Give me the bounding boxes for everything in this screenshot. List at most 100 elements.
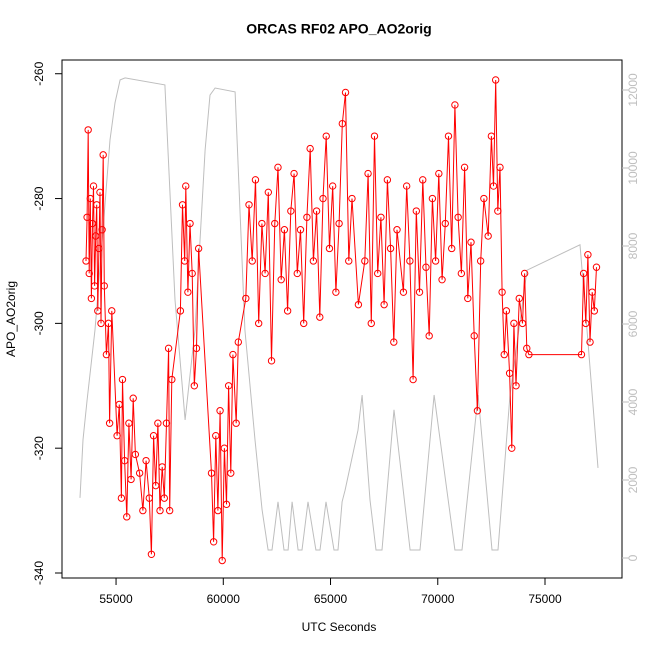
x-tick-label: 70000 [421,592,455,606]
data-point [312,207,321,215]
data-point [254,319,263,328]
x-axis-label: UTC Seconds [302,620,377,634]
data-point [406,257,414,265]
data-point [102,350,111,359]
data-point [85,269,93,278]
data-point [309,257,318,265]
data-point [277,275,285,284]
data-point [577,350,586,359]
data-point [512,382,520,390]
data-point [194,244,203,253]
data-point [494,207,502,215]
y-tick-label: -300 [32,311,46,335]
data-point [214,506,222,515]
data-point [435,169,443,178]
x-tick-label: 55000 [99,592,133,606]
data-point [97,319,105,328]
data-point [224,382,233,390]
y2-tick-label: 12000 [626,73,640,107]
data-point [131,450,140,459]
data-point [332,288,340,296]
data-point [582,319,590,328]
data-point [390,338,398,346]
y-tick-label: -280 [32,186,46,210]
data-point [127,475,135,484]
data-point [345,257,353,265]
data-point [96,188,104,197]
data-point [508,444,516,452]
data-point [104,319,113,328]
data-point [129,394,137,402]
data-point [296,226,305,234]
data-point [207,469,216,477]
data-point [464,294,472,303]
y2-tick-label: 4000 [626,388,640,415]
data-point [518,319,527,328]
data-point [87,294,96,303]
data-point [218,556,226,565]
data-point [98,226,106,234]
data-point [271,219,279,228]
data-point [212,432,220,440]
data-point [454,213,462,221]
data-point [84,126,92,134]
data-point [162,419,171,427]
data-point [402,182,411,190]
data-point [525,350,533,359]
data-point [182,182,190,190]
data-point [180,257,189,265]
data-point [515,294,523,303]
data-point [117,494,126,502]
data-point [120,456,129,465]
data-point [164,344,173,353]
data-point [341,88,350,97]
y2-tick-label: 0 [626,554,640,561]
data-point [328,182,337,190]
data-point [168,375,176,384]
data-point [470,332,478,340]
data-point [502,307,511,315]
data-point [105,419,114,427]
data-point [227,469,235,477]
data-point [89,182,98,190]
data-point [348,194,356,203]
data-point [386,244,395,253]
data-point [229,350,237,359]
data-point [165,506,174,515]
data-point [147,550,156,558]
data-point [264,188,273,197]
data-point [370,132,379,140]
data-point [523,344,531,353]
data-point [377,213,385,221]
data-point [156,506,164,515]
data-point [374,269,382,278]
y-axis-label: APO_AO2orig [4,281,18,357]
data-point [383,176,392,184]
data-point [300,319,308,328]
data-point [135,469,144,477]
data-point [491,76,500,84]
data-point [476,257,485,265]
data-point [261,269,269,278]
data-point [457,269,466,278]
data-point [283,307,292,315]
data-point [354,300,363,309]
x-tick-label: 65000 [314,592,348,606]
data-point [83,213,91,221]
data-point [303,213,311,221]
data-point [338,119,347,128]
x-tick-label: 75000 [528,592,562,606]
y2-tick-label: 8000 [626,232,640,259]
data-point [431,257,440,265]
y-tick-label: -260 [32,61,46,85]
data-point [222,500,231,509]
data-point [220,444,229,452]
data-point [186,219,194,228]
data-point [487,132,496,140]
data-point [306,144,314,153]
data-point [364,169,372,178]
data-point [234,338,243,346]
data-point [145,494,153,502]
